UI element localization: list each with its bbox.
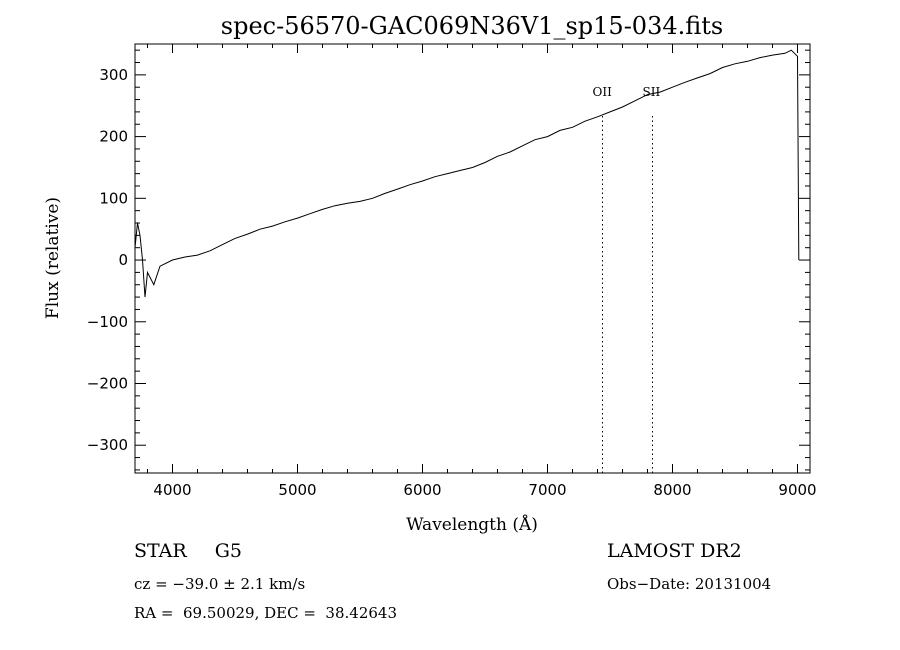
plot-frame [134,43,811,474]
object-classification: STAR G5 [134,540,242,562]
survey-name: LAMOST DR2 [607,540,742,562]
y-tick-label: 100 [99,189,128,207]
line-marker-label: SII [643,85,661,99]
object-subclass: G5 [214,540,242,562]
y-tick-label: 300 [99,66,128,84]
y-tick-label: −100 [87,313,128,331]
x-axis-label: Wavelength (Å) [406,514,538,535]
y-axis-label: Flux (relative) [43,197,63,319]
x-tick-label: 8000 [653,481,691,499]
y-tick-label: 0 [118,251,128,269]
spectral-line-markers: OII SII [593,85,661,473]
x-tick-label: 5000 [278,481,316,499]
y-axis-ticks: −300 −200 −100 0 100 200 300 [87,49,810,471]
y-tick-label: 200 [99,128,128,146]
observation-date: Obs−Date: 20131004 [607,575,772,593]
object-class: STAR [134,540,187,562]
redshift-readout: cz = −39.0 ± 2.1 km/s [134,575,306,593]
x-tick-label: 6000 [403,481,441,499]
line-marker-label: OII [593,85,613,99]
x-tick-label: 9000 [778,481,816,499]
y-tick-label: −200 [87,374,128,392]
coordinates-readout: RA = 69.50029, DEC = 38.42643 [134,604,398,622]
spectrum-line [134,49,800,298]
x-axis-ticks: 4000 5000 6000 7000 8000 9000 [147,44,817,499]
x-tick-label: 4000 [153,481,191,499]
x-tick-label: 7000 [528,481,566,499]
y-tick-label: −300 [87,436,128,454]
chart-title: spec-56570-GAC069N36V1_sp15-034.fits [221,12,723,40]
